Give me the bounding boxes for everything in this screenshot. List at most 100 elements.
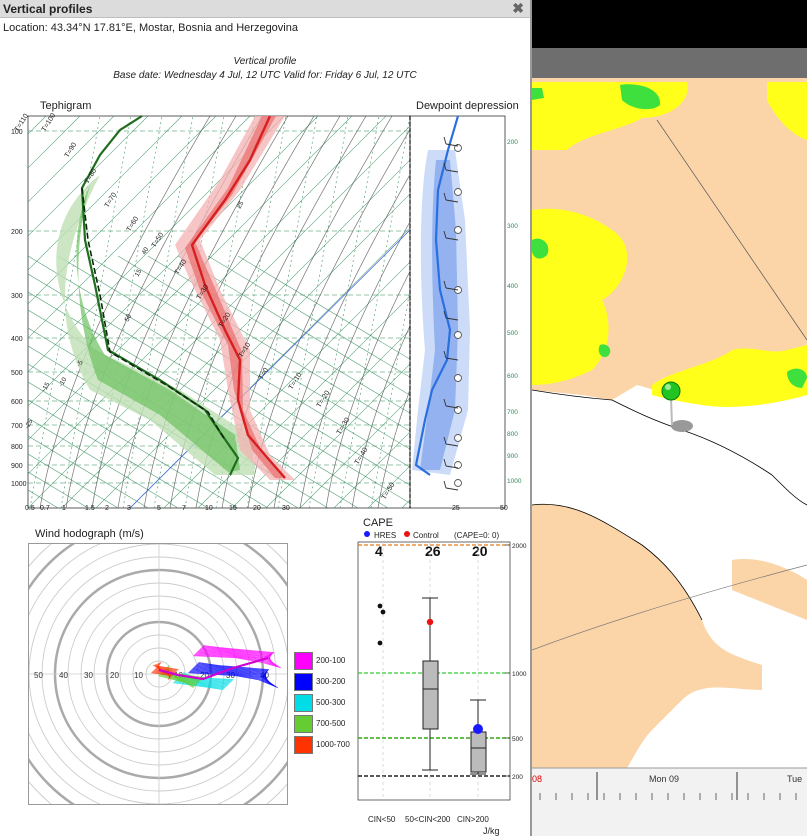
hres-legend-marker [364, 531, 370, 537]
dpd-marker [454, 188, 462, 196]
close-icon[interactable]: ✖ [512, 0, 524, 16]
isotherm-line [299, 397, 410, 508]
hres-legend-label: HRES [374, 531, 396, 540]
hodograph-ring-label: 40 [59, 671, 68, 680]
map-canvas[interactable]: 08 Mon 09 Tue [532, 0, 807, 836]
cape-label: CAPE [363, 517, 393, 529]
vertical-profiles-panel: Vertical profiles ✖ Location: 43.34°N 17… [0, 0, 530, 836]
hodograph-trace [193, 655, 281, 669]
mixing-ratio-tick-label: 15 [229, 505, 237, 512]
dpd-curve [414, 115, 460, 476]
mixing-ratio-line [308, 116, 380, 508]
dewpoint-depression-plot: 25 50 200 300 400 500 600 700 800 900 1000 [412, 115, 522, 512]
dewpoint-depression-label: Dewpoint depression [416, 100, 519, 112]
precip-yellow [652, 345, 807, 407]
wind-barb-feather [443, 230, 447, 239]
map-view[interactable]: 08 Mon 09 Tue [532, 0, 807, 836]
legend-label: 200-100 [316, 656, 346, 665]
outlier-point [380, 609, 386, 615]
wind-barb [445, 199, 459, 203]
legend-swatch [294, 735, 313, 754]
isotherm-line [28, 116, 149, 237]
panel-divider[interactable] [530, 0, 532, 836]
dry-adiabat-line [28, 417, 179, 508]
pin-highlight [665, 384, 671, 390]
cape-y-tick-label: 500 [512, 736, 523, 743]
cape-chart: CAPE HRES Control (CAPE=0: 0) 4 26 20 2000 1000 5… [357, 517, 527, 836]
hodograph-trace [194, 653, 279, 667]
mixing-ratio-line [122, 116, 194, 508]
profile-heading: Vertical profile [233, 56, 297, 67]
hodograph-trace [203, 645, 275, 658]
box [422, 660, 439, 730]
pressure-tick-label: 300 [11, 293, 23, 300]
wind-barb-feather [443, 458, 447, 467]
hodograph-trace [192, 667, 271, 684]
wind-barb [445, 287, 459, 291]
mixing-ratio-tick-label: 20 [253, 505, 261, 512]
pressure-tick-label: 800 [11, 444, 23, 451]
hodograph-trace [192, 668, 272, 685]
pin-shadow [671, 420, 693, 432]
control-legend-marker [404, 531, 410, 537]
location-pin-icon[interactable] [661, 381, 681, 401]
wind-barb [445, 237, 459, 241]
hodograph-trace [158, 674, 195, 688]
theta-label: T=100 [41, 112, 58, 133]
isotherm-line [28, 116, 217, 305]
mixing-ratio-line [370, 287, 410, 508]
hodograph-legend-item: 1000-700 [294, 734, 364, 755]
precip-green [620, 84, 661, 110]
moist-adiabat-line [143, 116, 315, 508]
mixing-ratio-line [153, 116, 225, 508]
height-tick-label: 600 [507, 373, 518, 380]
pressure-tick-label: 500 [11, 370, 23, 377]
wind-barb [445, 465, 459, 469]
mixing-ratio-line [91, 116, 163, 508]
hodograph-label: Wind hodograph (m/s) [35, 528, 144, 540]
hodograph-ring-label: 10 [134, 671, 143, 680]
moist-adiabat-label: -25 [24, 418, 35, 430]
mixing-ratio-line [29, 116, 101, 508]
theta-label: T=90 [64, 142, 79, 159]
timeline-date-label: Mon 09 [649, 774, 679, 784]
cape-category-label: CIN<50 [368, 815, 396, 824]
hodograph-trace [194, 654, 280, 668]
location-text: Location: 43.34°N 17.81°E, Mostar, Bosni… [3, 22, 298, 34]
dry-adiabat-line [177, 255, 410, 396]
dry-adiabat-line [28, 381, 239, 508]
isotherm-line [265, 363, 410, 508]
isotherm-line [28, 125, 410, 508]
dpd-marker [454, 331, 462, 339]
mixing-ratio-tick-label: 2 [105, 505, 109, 512]
cape-count: 20 [472, 543, 488, 559]
wind-barb [445, 169, 459, 173]
isotherm-line [28, 116, 81, 169]
moist-adiabat-label: 50 [124, 313, 134, 323]
precip-green [787, 368, 807, 388]
height-tick-label: 700 [507, 409, 518, 416]
cape-count: 26 [425, 543, 441, 559]
box [470, 731, 487, 773]
pressure-tick-label: 700 [11, 423, 23, 430]
isotherm-line [231, 329, 410, 508]
dry-adiabat-line [28, 273, 410, 504]
isotherm-line [95, 193, 410, 508]
window-titlebar[interactable]: Vertical profiles ✖ [0, 0, 530, 18]
isotherm-line [0, 90, 6, 508]
cape-count: 4 [375, 543, 383, 559]
cape-category-label: 50<CIN<200 [405, 815, 451, 824]
hodograph-ring-label: 20 [200, 671, 209, 680]
legend-label: 1000-700 [316, 740, 350, 749]
moist-adiabat-label: 25 [236, 200, 246, 210]
hodograph-ring-label: 30 [84, 671, 93, 680]
height-tick-label: 1000 [507, 478, 522, 485]
isotherm-line [470, 90, 530, 508]
tephigram-chart: Tephigram Dewpoint depression 100 200 300 4… [0, 90, 530, 512]
moist-adiabat-label: -10 [58, 376, 69, 388]
grid-line [532, 564, 807, 651]
isotherm-line [28, 116, 183, 271]
mixing-ratio-tick-label: 5 [157, 505, 161, 512]
wind-hodograph: 50 40 30 20 10 10 20 30 40 [28, 543, 288, 805]
dpd-ensemble-core [420, 160, 458, 470]
